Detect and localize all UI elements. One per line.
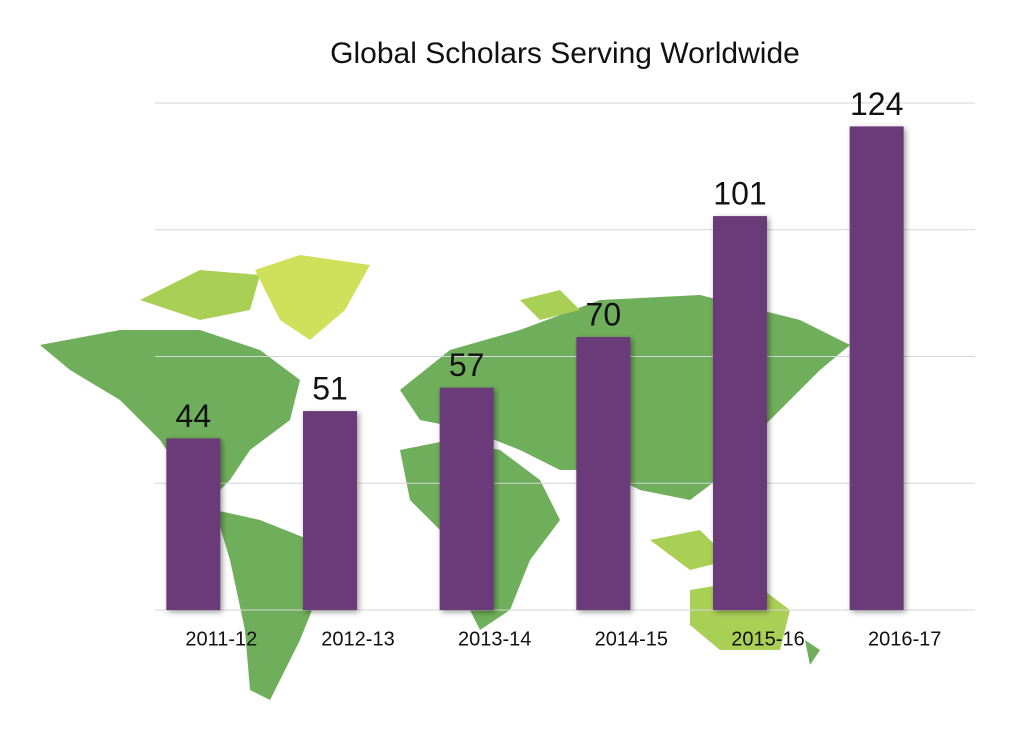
- x-tick-label: 2013-14: [458, 628, 531, 650]
- value-label: 57: [449, 347, 485, 383]
- x-tick-label: 2011-12: [185, 628, 257, 650]
- value-label: 51: [312, 371, 348, 407]
- bar: [849, 126, 904, 611]
- value-label: 101: [713, 176, 766, 212]
- bar: [713, 216, 767, 610]
- value-label: 124: [850, 86, 903, 122]
- bar: [439, 387, 494, 610]
- chart-title: Global Scholars Serving Worldwide: [330, 37, 800, 70]
- bar: [166, 438, 221, 610]
- x-tick-label: 2012-13: [321, 628, 394, 650]
- x-tick-label: 2014-15: [595, 628, 668, 650]
- x-tick-label: 2016-17: [868, 628, 941, 650]
- x-tick-label: 2015-16: [731, 628, 804, 650]
- bar: [576, 337, 631, 610]
- bar: [303, 411, 357, 610]
- value-label: 70: [586, 296, 622, 332]
- value-label: 44: [176, 398, 212, 434]
